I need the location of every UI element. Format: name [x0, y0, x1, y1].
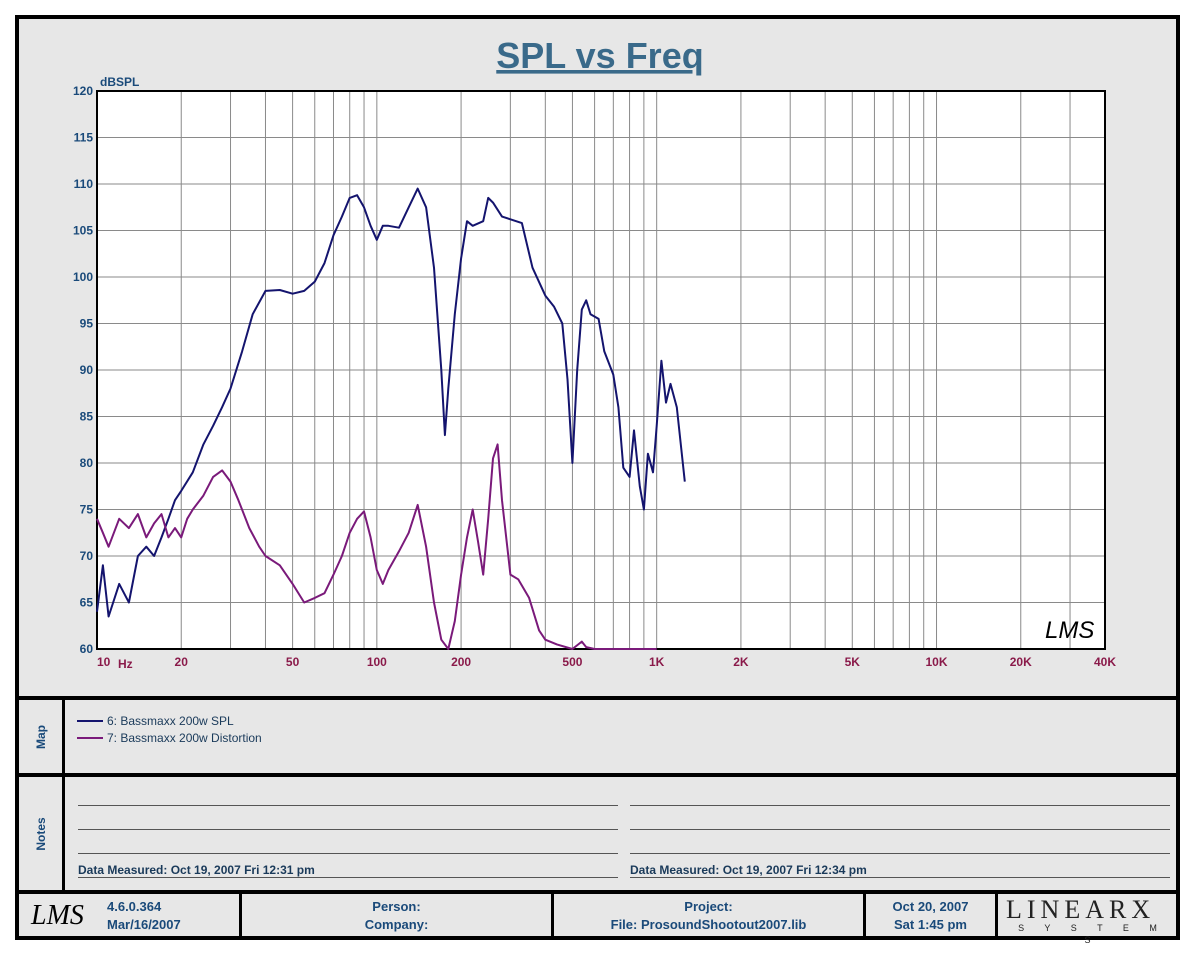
linearx-logo: LINEARX	[1006, 895, 1156, 924]
x-tick-label: 50	[286, 655, 300, 669]
y-tick-label: 100	[73, 270, 93, 284]
legend-item-distortion: 7: Bassmaxx 200w Distortion	[77, 731, 262, 745]
x-tick-label: 100	[367, 655, 387, 669]
app-version: 4.6.0.364	[107, 899, 162, 914]
y-tick-label: 85	[80, 410, 94, 424]
x-tick-label: 2K	[733, 655, 749, 669]
app-version-date: Mar/16/2007	[107, 917, 181, 932]
data-measured-left: Data Measured: Oct 19, 2007 Fri 12:31 pm	[78, 863, 315, 877]
footer-project-cell: Project: File: ProsoundShootout2007.lib	[554, 894, 866, 940]
y-tick-label: 120	[73, 84, 93, 98]
legend-label-distortion: 7: Bassmaxx 200w Distortion	[107, 731, 262, 745]
x-tick-label: 5K	[845, 655, 861, 669]
y-tick-label: 95	[80, 317, 94, 331]
chart-title: SPL vs Freq	[496, 35, 703, 76]
note-line	[78, 805, 618, 806]
notes-side-label: Notes	[19, 777, 65, 890]
legend-label-spl: 6: Bassmaxx 200w SPL	[107, 714, 234, 728]
y-tick-label: 70	[80, 549, 94, 563]
note-line	[630, 805, 1170, 806]
x-tick-label: 10	[97, 655, 111, 669]
note-line	[78, 853, 618, 854]
legend-swatch-spl	[77, 720, 103, 722]
x-tick-label: 1K	[649, 655, 665, 669]
note-line	[78, 829, 618, 830]
project-label: Project:	[684, 899, 733, 914]
report-frame: 120 115 110 105 100 95 90 85 80 75 70 65 60 10 20 50 100…	[15, 15, 1180, 946]
report-date: Oct 20, 2007	[892, 899, 969, 914]
notes-panel: Notes Data Measured: Oct 19, 2007 Fri 12…	[19, 777, 1176, 894]
x-axis-unit: Hz	[118, 657, 133, 671]
lms-logo: LMS	[31, 900, 84, 931]
y-tick-label: 110	[74, 177, 94, 191]
y-tick-label: 80	[80, 456, 94, 470]
footer-person-cell: Person: Company:	[242, 894, 554, 940]
x-tick-label: 20	[175, 655, 189, 669]
legend-item-spl: 6: Bassmaxx 200w SPL	[77, 714, 234, 728]
y-tick-label: 60	[80, 642, 94, 656]
x-tick-label: 40K	[1094, 655, 1116, 669]
x-tick-label: 10K	[926, 655, 948, 669]
y-tick-label: 90	[80, 363, 94, 377]
company-label: Company:	[364, 917, 429, 932]
x-tick-label: 200	[451, 655, 471, 669]
footer-panel: LMS 4.6.0.364 Mar/16/2007 Person: Compan…	[19, 894, 1176, 946]
person-label: Person:	[372, 899, 421, 914]
lms-watermark: LMS	[1045, 617, 1094, 644]
spl-series-line	[96, 187, 686, 618]
x-tick-label: 20K	[1010, 655, 1032, 669]
note-line	[78, 877, 618, 878]
distortion-series-line	[96, 443, 657, 650]
map-side-label: Map	[19, 700, 65, 773]
file-label: File: ProsoundShootout2007.lib	[610, 917, 807, 932]
x-tick-label: 500	[562, 655, 582, 669]
plot-panel: 120 115 110 105 100 95 90 85 80 75 70 65 60 10 20 50 100…	[19, 19, 1176, 700]
map-panel: Map 6: Bassmaxx 200w SPL 7: Bassmaxx 200…	[19, 700, 1176, 777]
footer-date-cell: Oct 20, 2007 Sat 1:45 pm	[866, 894, 998, 940]
note-line	[630, 829, 1170, 830]
linearx-logo-sub: S Y S T E M S	[1018, 923, 1166, 945]
footer-version-cell: LMS 4.6.0.364 Mar/16/2007	[19, 894, 242, 940]
data-measured-right: Data Measured: Oct 19, 2007 Fri 12:34 pm	[630, 863, 867, 877]
note-line	[630, 877, 1170, 878]
legend-swatch-distortion	[77, 737, 103, 739]
note-line	[630, 853, 1170, 854]
report-time: Sat 1:45 pm	[894, 917, 967, 932]
y-axis-label: dBSPL	[100, 75, 139, 89]
y-tick-label: 115	[74, 131, 94, 145]
footer-brand-cell: LINEARX S Y S T E M S	[998, 894, 1176, 946]
y-tick-label: 65	[80, 596, 94, 610]
y-tick-label: 75	[80, 503, 94, 517]
y-tick-label: 105	[73, 224, 93, 238]
